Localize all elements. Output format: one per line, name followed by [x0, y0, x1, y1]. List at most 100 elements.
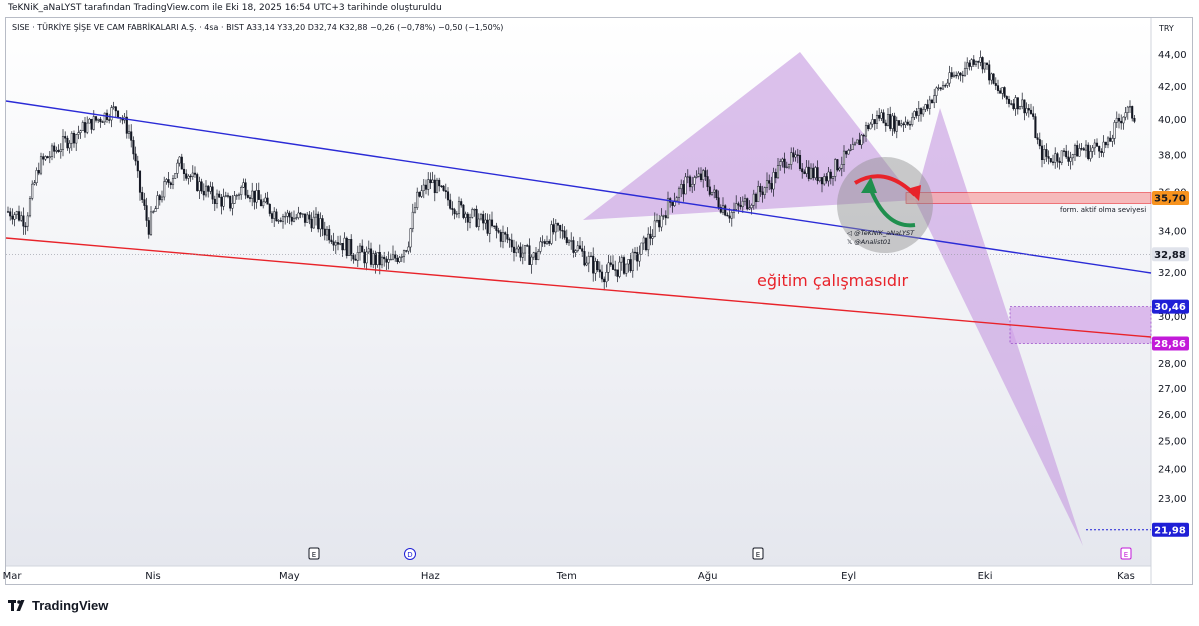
candle-body — [365, 251, 368, 264]
candle-body — [719, 207, 722, 213]
candle-body — [838, 167, 841, 171]
candle-body — [314, 213, 318, 218]
event-marker-earnings-icon[interactable] — [1120, 547, 1132, 560]
candle-body — [933, 95, 936, 104]
candle-body — [237, 194, 241, 196]
candle-body — [215, 193, 219, 204]
price-label-orange: 35,70 — [1154, 194, 1186, 205]
candle-body — [708, 186, 711, 195]
candle-body — [358, 245, 362, 253]
candle-body — [1100, 150, 1103, 153]
candle-body — [587, 256, 590, 264]
y-tick-label: 24,00 — [1158, 465, 1187, 476]
candle-body — [902, 123, 905, 126]
x-tick-label: Eki — [978, 571, 993, 582]
chart-frame[interactable] — [5, 17, 1193, 585]
candle-body — [1113, 122, 1116, 139]
candle-body — [33, 182, 36, 185]
candle-body — [1038, 139, 1041, 147]
y-tick-label: 23,00 — [1158, 494, 1187, 505]
candle-body — [968, 62, 971, 67]
price-label-box[interactable] — [1152, 191, 1189, 206]
candle-body — [739, 204, 742, 208]
candle-body — [20, 215, 23, 221]
currency-label[interactable]: TRY — [1159, 24, 1174, 33]
x-tick-label: Ağu — [698, 570, 718, 582]
candle-body — [468, 217, 472, 223]
candle-body — [433, 179, 436, 194]
candle-body — [88, 118, 91, 124]
candle-body — [825, 176, 828, 182]
target-zone[interactable] — [1009, 306, 1152, 344]
candle-body — [1073, 145, 1077, 155]
candle-body — [1133, 118, 1136, 122]
candle-body — [746, 198, 749, 210]
event-marker-dividend-icon[interactable] — [404, 548, 416, 560]
candle-body — [930, 99, 934, 104]
candle-body — [383, 256, 386, 260]
candle-body — [134, 153, 137, 162]
tradingview-logo[interactable]: TradingView — [8, 598, 108, 613]
candle-body — [438, 179, 441, 187]
x-tick-label: Mar — [3, 571, 23, 582]
candle-body — [301, 213, 304, 215]
candle-body — [156, 195, 159, 209]
price-label-box[interactable] — [1152, 522, 1189, 537]
candle-body — [919, 108, 923, 115]
candle-body — [741, 200, 744, 208]
candle-body — [906, 121, 909, 125]
candle-body — [308, 214, 311, 220]
candle-body — [380, 256, 384, 266]
candle-body — [191, 172, 194, 177]
candle-body — [226, 195, 230, 197]
event-marker-earnings-icon[interactable] — [752, 547, 764, 560]
price-label-box[interactable] — [1152, 299, 1189, 314]
candle-body — [816, 167, 819, 182]
legend-open: A33,14 — [246, 23, 275, 32]
candle-body — [385, 258, 388, 263]
symbol-legend: SISE · TÜRKİYE ŞİŞE VE CAM FABRİKALARI A… — [12, 23, 503, 32]
pattern-triangle-bcd — [915, 108, 1083, 546]
candle-body — [530, 256, 533, 265]
down-trend-line[interactable] — [5, 100, 1152, 274]
candle-body — [299, 212, 302, 215]
activation-zone[interactable] — [905, 192, 1152, 204]
candle-body — [77, 132, 80, 135]
candle-body — [1058, 160, 1061, 163]
candle-body — [394, 254, 397, 259]
candle-body — [985, 62, 989, 65]
candle-body — [622, 257, 626, 274]
candle-body — [952, 74, 956, 78]
annotation-text[interactable]: eğitim çalışmasıdır — [757, 271, 908, 290]
price-label-box[interactable] — [1152, 247, 1189, 262]
candle-body — [279, 220, 282, 222]
candle-body — [994, 83, 997, 86]
candle-body — [44, 156, 47, 160]
candle-body — [847, 150, 850, 155]
candle-body — [554, 223, 557, 233]
candle-body — [642, 237, 645, 244]
candle-body — [79, 130, 82, 133]
candle-body — [1043, 149, 1046, 160]
candle-body — [345, 237, 348, 256]
candle-body — [81, 122, 84, 131]
candle-body — [1051, 161, 1055, 163]
candle-body — [222, 196, 225, 207]
event-marker-earnings-icon[interactable] — [308, 547, 320, 560]
candle-body — [1131, 106, 1134, 119]
candle-body — [22, 215, 25, 227]
candle-body — [1027, 108, 1030, 111]
candle-body — [889, 114, 892, 129]
candle-body — [303, 213, 307, 223]
candle-body — [893, 115, 896, 132]
candle-body — [631, 251, 634, 272]
legend-symbol[interactable]: SISE · TÜRKİYE ŞİŞE VE CAM FABRİKALARI A… — [12, 23, 244, 32]
candle-body — [1098, 145, 1101, 152]
candle-body — [488, 219, 491, 234]
candle-body — [856, 139, 859, 144]
price-label-box[interactable] — [1152, 336, 1189, 351]
lower-support-line[interactable] — [5, 237, 1152, 338]
candle-body — [823, 176, 826, 185]
candle-body — [1102, 141, 1105, 153]
